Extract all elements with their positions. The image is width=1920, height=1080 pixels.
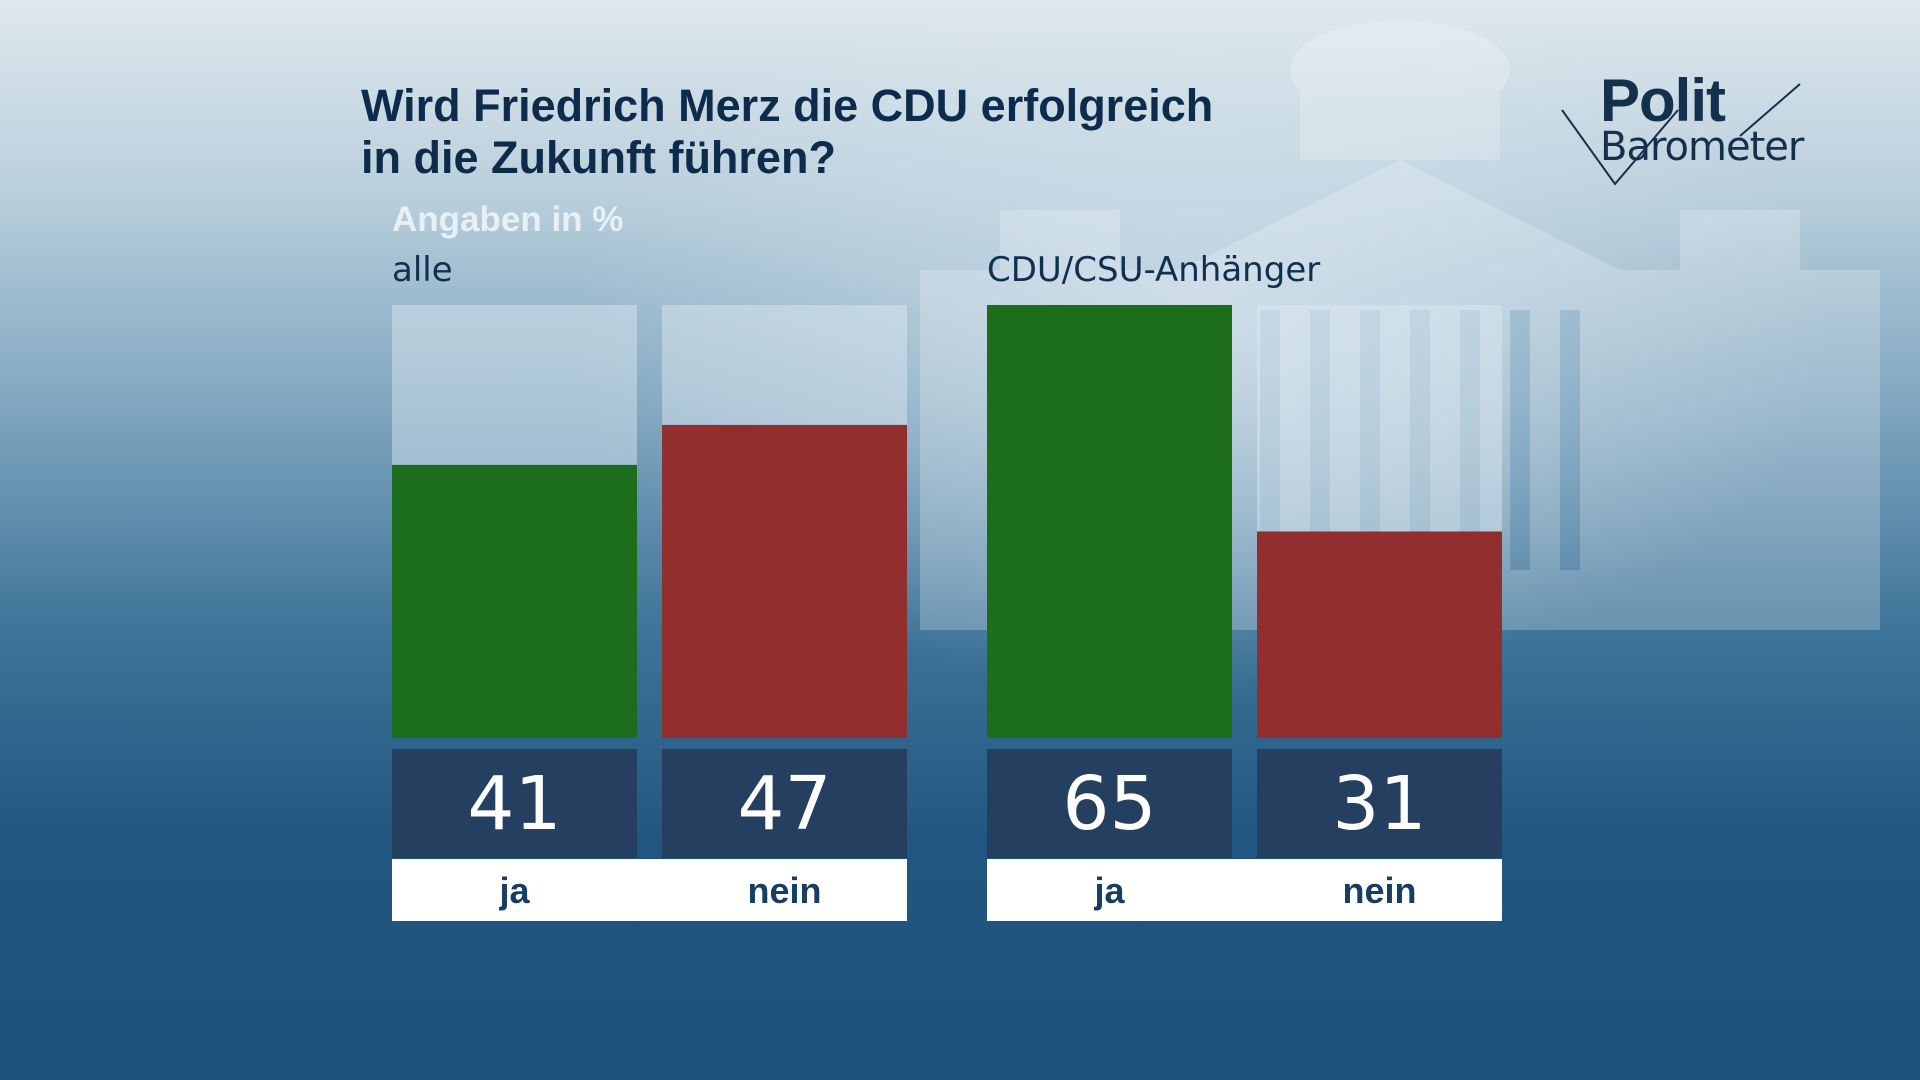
category-box-alle-nein: [637, 859, 907, 921]
category-box-cdu-csu-nein: [1232, 859, 1502, 921]
category-box-alle-ja: [392, 859, 637, 921]
bar-alle-ja: [392, 464, 637, 738]
politbarometer-logo: Polit Barometer: [1560, 66, 1810, 196]
category-label-cdu-csu-ja: ja: [1093, 870, 1125, 911]
value-label-cdu-csu-nein: 31: [1332, 761, 1426, 847]
unit-label: Angaben in %: [392, 200, 624, 239]
logo-checkmark-icon: [1561, 83, 1801, 186]
value-box-cdu-csu-nein: [1257, 749, 1502, 858]
group-alle: 41 ja 47 nein: [392, 305, 907, 921]
category-label-alle-nein: nein: [747, 870, 821, 911]
chart-title-line-2: in die Zukunft führen?: [361, 132, 836, 183]
logo-text-barometer: Barometer: [1600, 124, 1804, 170]
group-label-alle: alle: [392, 250, 453, 290]
logo-text-polit: Polit: [1600, 67, 1726, 134]
value-box-alle-nein: [662, 749, 907, 858]
category-label-cdu-csu-nein: nein: [1342, 870, 1416, 911]
chart-title: Wird Friedrich Merz die CDU erfolgreich …: [361, 80, 1361, 184]
value-label-alle-nein: 47: [737, 761, 831, 847]
value-label-cdu-csu-ja: 65: [1062, 761, 1156, 847]
chart-title-line-1: Wird Friedrich Merz die CDU erfolgreich: [361, 80, 1214, 131]
value-label-alle-ja: 41: [467, 761, 561, 847]
value-box-alle-ja: [392, 749, 637, 858]
bar-cdu-csu-ja: [987, 305, 1232, 738]
category-label-alle-ja: ja: [498, 870, 530, 911]
category-box-cdu-csu-ja: [987, 859, 1232, 921]
group-label-cdu-csu: CDU/CSU-Anhänger: [987, 250, 1321, 290]
group-cdu-csu: 65 ja 31 nein: [987, 305, 1502, 921]
value-box-cdu-csu-ja: [987, 749, 1232, 858]
bar-cdu-csu-nein: [1257, 531, 1502, 738]
bar-alle-nein: [662, 424, 907, 738]
